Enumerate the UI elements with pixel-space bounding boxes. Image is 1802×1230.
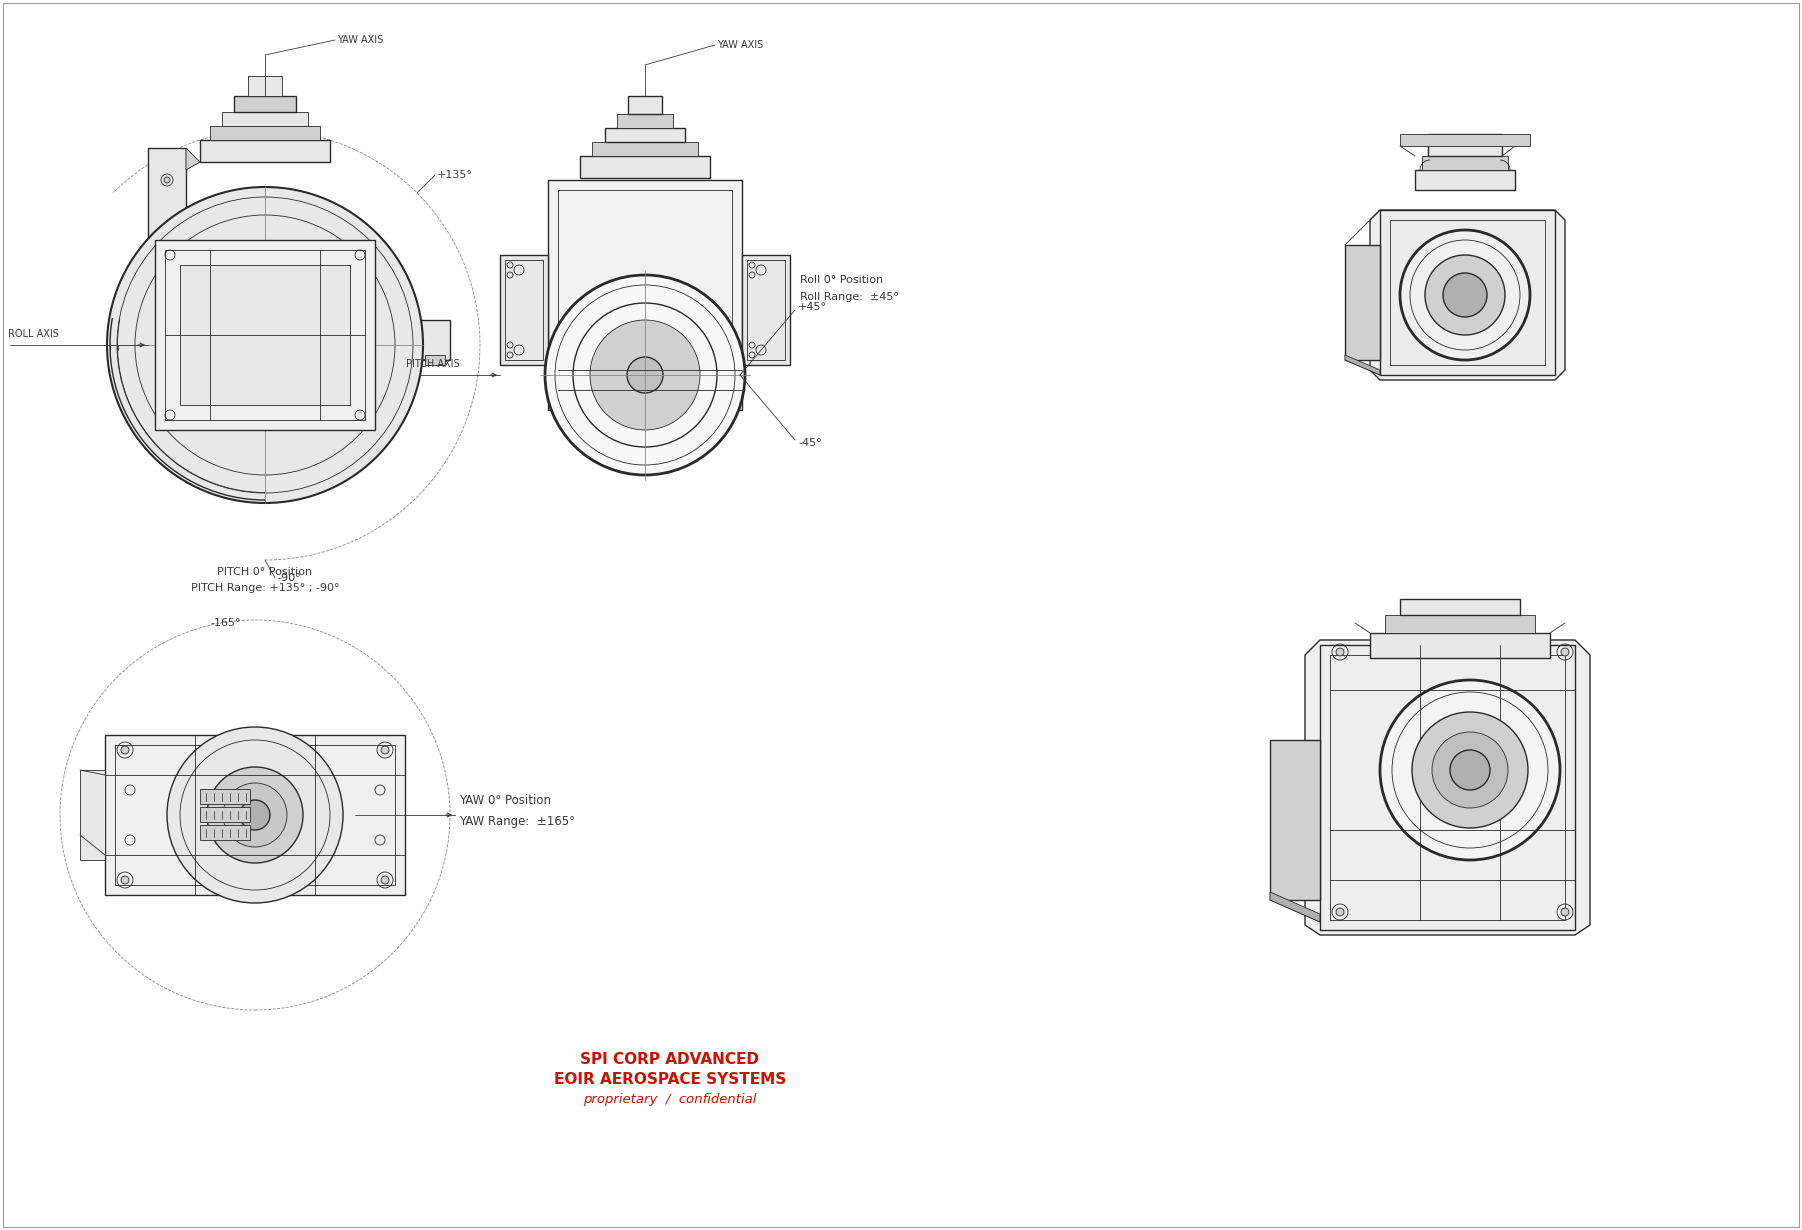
Bar bbox=[79, 770, 105, 860]
Bar bbox=[105, 736, 405, 895]
Bar bbox=[222, 112, 308, 125]
Circle shape bbox=[223, 784, 287, 847]
Circle shape bbox=[1335, 648, 1344, 656]
Polygon shape bbox=[186, 148, 200, 170]
Bar bbox=[249, 76, 281, 96]
Text: proprietary  /  confidential: proprietary / confidential bbox=[584, 1093, 757, 1107]
Circle shape bbox=[1425, 255, 1505, 335]
Text: YAW AXIS: YAW AXIS bbox=[337, 34, 384, 46]
Bar bbox=[180, 264, 350, 405]
Bar bbox=[200, 807, 250, 822]
Text: Roll 0° Position: Roll 0° Position bbox=[800, 276, 883, 285]
Polygon shape bbox=[1344, 355, 1380, 375]
Bar bbox=[234, 96, 296, 112]
Bar bbox=[1400, 599, 1521, 615]
Circle shape bbox=[544, 276, 744, 475]
Text: -45°: -45° bbox=[798, 438, 822, 448]
Circle shape bbox=[1433, 732, 1508, 808]
Bar bbox=[742, 255, 789, 365]
Circle shape bbox=[243, 323, 287, 367]
Bar bbox=[1427, 134, 1503, 156]
Bar bbox=[1321, 645, 1575, 930]
Bar bbox=[1380, 210, 1555, 375]
Bar bbox=[200, 825, 250, 840]
Text: -90°: -90° bbox=[278, 573, 301, 583]
Text: SPI CORP ADVANCED: SPI CORP ADVANCED bbox=[580, 1053, 759, 1068]
Circle shape bbox=[106, 187, 423, 503]
Circle shape bbox=[1561, 648, 1570, 656]
Bar bbox=[200, 140, 330, 162]
Text: ROLL AXIS: ROLL AXIS bbox=[7, 328, 59, 339]
Bar bbox=[148, 335, 268, 371]
Circle shape bbox=[121, 747, 130, 754]
Text: PITCH AXIS: PITCH AXIS bbox=[405, 359, 460, 369]
Bar bbox=[616, 114, 672, 128]
Circle shape bbox=[380, 747, 389, 754]
Text: Roll Range:  ±45°: Roll Range: ±45° bbox=[800, 292, 899, 303]
Polygon shape bbox=[1270, 892, 1321, 922]
Bar bbox=[1330, 656, 1564, 920]
Bar bbox=[115, 745, 395, 886]
Circle shape bbox=[164, 277, 169, 283]
Text: +135°: +135° bbox=[438, 170, 472, 180]
Bar bbox=[580, 156, 710, 178]
Bar bbox=[1400, 134, 1530, 146]
Bar bbox=[1389, 220, 1544, 365]
Circle shape bbox=[240, 800, 270, 830]
Text: PITCH 0° Position: PITCH 0° Position bbox=[218, 567, 312, 577]
Circle shape bbox=[1335, 908, 1344, 916]
Bar bbox=[605, 128, 685, 141]
Circle shape bbox=[250, 331, 279, 359]
Circle shape bbox=[589, 320, 699, 430]
Bar bbox=[1270, 740, 1321, 900]
Text: +45°: +45° bbox=[798, 303, 827, 312]
Circle shape bbox=[1443, 273, 1487, 317]
Circle shape bbox=[1451, 750, 1490, 790]
Bar bbox=[1344, 245, 1380, 360]
Bar bbox=[1422, 156, 1508, 170]
Circle shape bbox=[1400, 230, 1530, 360]
Text: YAW 0° Position: YAW 0° Position bbox=[460, 795, 551, 808]
Bar bbox=[1386, 615, 1535, 633]
Text: YAW Range:  ±165°: YAW Range: ±165° bbox=[460, 814, 575, 828]
Text: PITCH Range: +135° ; -90°: PITCH Range: +135° ; -90° bbox=[191, 583, 339, 593]
Circle shape bbox=[164, 177, 169, 183]
Bar bbox=[748, 260, 786, 360]
Text: YAW AXIS: YAW AXIS bbox=[717, 41, 764, 50]
Circle shape bbox=[168, 727, 342, 903]
Circle shape bbox=[627, 357, 663, 394]
Circle shape bbox=[1380, 680, 1561, 860]
Bar bbox=[1415, 170, 1515, 189]
Circle shape bbox=[164, 327, 169, 333]
Bar bbox=[148, 148, 186, 370]
Bar bbox=[629, 96, 661, 114]
Polygon shape bbox=[1370, 210, 1564, 380]
Bar bbox=[420, 320, 450, 360]
Bar bbox=[425, 355, 445, 365]
Circle shape bbox=[1413, 712, 1528, 828]
Bar bbox=[200, 788, 250, 804]
Text: EOIR AEROSPACE SYSTEMS: EOIR AEROSPACE SYSTEMS bbox=[553, 1073, 786, 1087]
Polygon shape bbox=[1305, 640, 1589, 935]
Circle shape bbox=[1561, 908, 1570, 916]
Bar bbox=[499, 255, 548, 365]
Bar bbox=[505, 260, 542, 360]
Bar bbox=[559, 189, 732, 400]
Bar bbox=[1370, 633, 1550, 658]
Circle shape bbox=[207, 768, 303, 863]
Circle shape bbox=[121, 876, 130, 884]
Bar bbox=[155, 240, 375, 430]
Text: -165°: -165° bbox=[211, 617, 240, 629]
Bar bbox=[211, 125, 321, 140]
Bar bbox=[548, 180, 742, 410]
Circle shape bbox=[380, 876, 389, 884]
Bar bbox=[166, 250, 366, 419]
Circle shape bbox=[164, 228, 169, 232]
Bar bbox=[593, 141, 697, 156]
